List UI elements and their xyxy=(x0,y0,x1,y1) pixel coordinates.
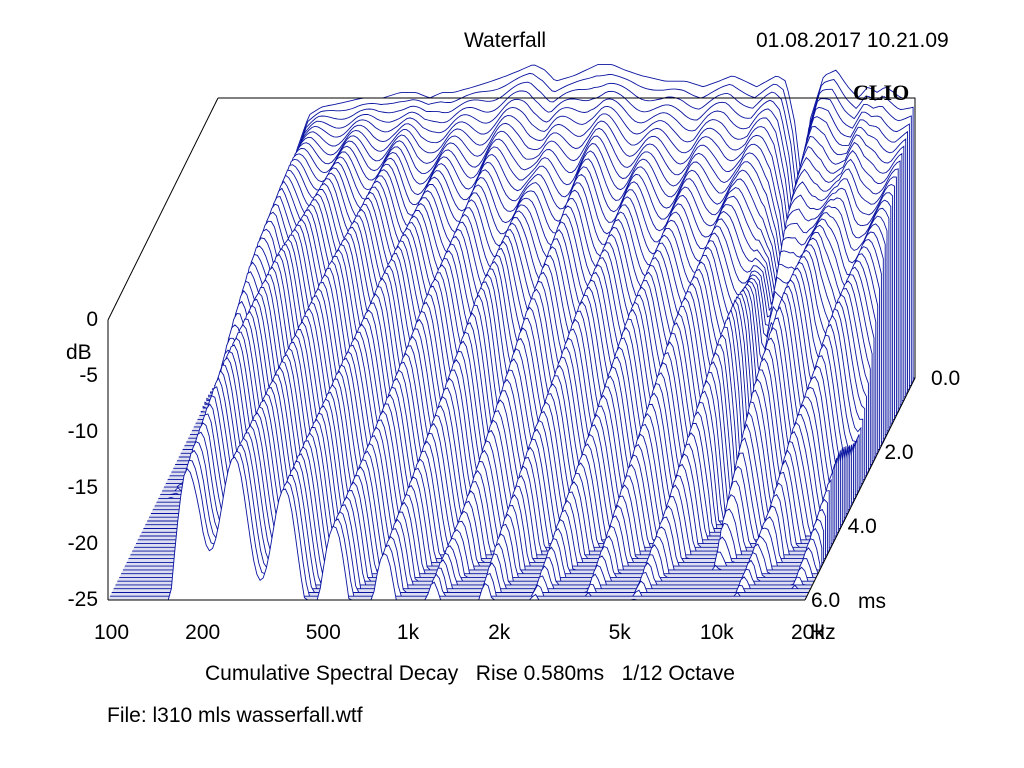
y-axis-label: dB xyxy=(66,341,92,364)
z-tick-label: 2.0 xyxy=(884,441,914,464)
chart-frame xyxy=(107,97,916,601)
chart-subtitle: Cumulative Spectral Decay Rise 0.580ms 1… xyxy=(205,662,735,685)
z-tick-label: 6.0 xyxy=(811,589,841,612)
x-tick-label: 200 xyxy=(185,621,221,644)
y-tick-label: -15 xyxy=(67,476,98,499)
x-tick-label: 500 xyxy=(305,621,341,644)
x-tick-label: 100 xyxy=(94,621,130,644)
x-tick-label: 10k xyxy=(699,621,734,644)
z-tick-label: 4.0 xyxy=(847,515,877,538)
timestamp: 01.08.2017 10.21.09 xyxy=(756,29,949,52)
y-tick-label: -10 xyxy=(67,420,98,443)
x-axis-unit: Hz xyxy=(810,621,836,644)
y-tick-label: -25 xyxy=(67,588,98,611)
x-tick-label: 1k xyxy=(396,621,420,644)
x-tick-label: 20k xyxy=(791,621,825,644)
file-name: File: l310 mls wasserfall.wtf xyxy=(107,704,363,727)
z-tick-label: 0.0 xyxy=(931,367,961,390)
x-tick-label: 2k xyxy=(488,621,511,644)
z-axis-unit: ms xyxy=(858,590,886,613)
x-tick-label: 5k xyxy=(608,621,631,644)
brand-logo: CLIO xyxy=(853,80,910,105)
y-tick-label: -5 xyxy=(79,364,98,387)
z-axis-line xyxy=(804,377,916,601)
frame-top-left xyxy=(107,97,219,321)
y-tick-label: -20 xyxy=(67,532,98,555)
waterfall-slices xyxy=(108,63,916,601)
y-tick-label: 0 xyxy=(86,308,98,331)
chart-title: Waterfall xyxy=(464,29,547,52)
